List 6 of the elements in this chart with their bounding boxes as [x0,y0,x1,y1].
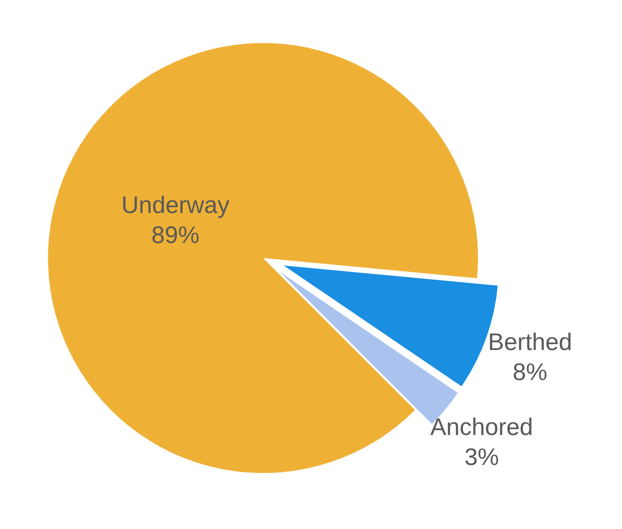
data-label: 89% [151,222,200,249]
data-label: 8% [512,359,548,386]
data-label: 3% [464,444,500,471]
slice-label: Underway [121,192,230,219]
slice-label: Berthed [488,329,572,356]
slice-label: Anchored [430,414,534,441]
